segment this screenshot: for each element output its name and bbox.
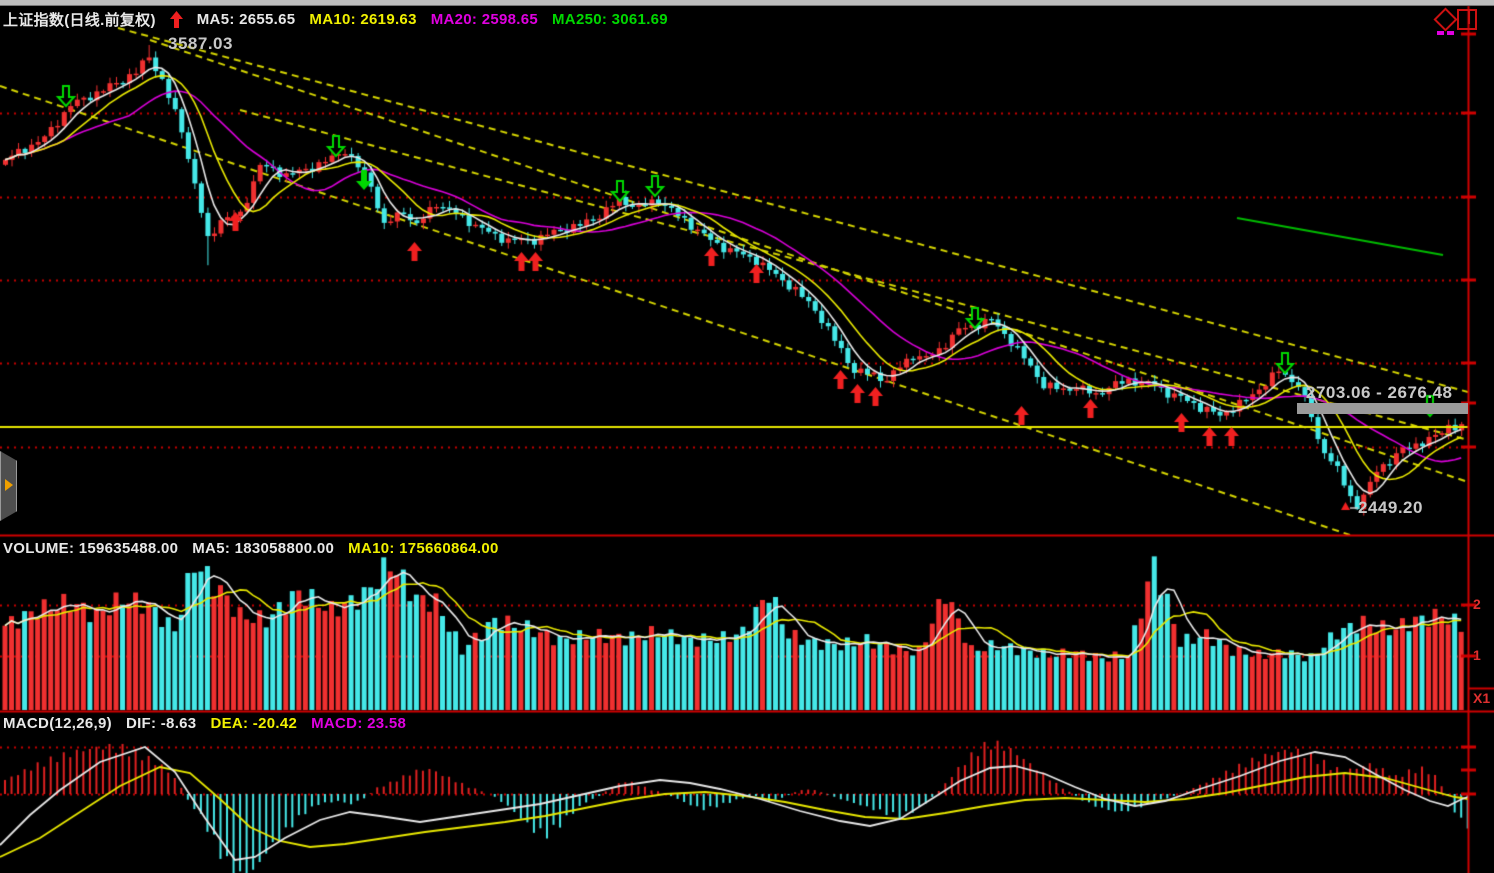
ma5-value: MA5: 2655.65 bbox=[196, 11, 296, 28]
volume-header: VOLUME: 159635488.00 MA5: 183058800.00 M… bbox=[3, 540, 499, 557]
low-price-label: 2449.20 bbox=[1358, 498, 1423, 517]
volume-ma10-value: MA10: 175660864.00 bbox=[348, 540, 499, 557]
ma20-value: MA20: 2598.65 bbox=[430, 11, 539, 28]
volume-axis-tick-upper: 2 bbox=[1473, 596, 1481, 612]
up-arrow-icon bbox=[169, 11, 183, 28]
sidebar-expand-tab[interactable] bbox=[0, 451, 17, 521]
top-toolbar-edge bbox=[0, 0, 1494, 6]
volume-axis-tick-lower: 1 bbox=[1473, 647, 1481, 663]
scale-x1-badge[interactable]: X1 bbox=[1473, 690, 1491, 706]
macd-header: MACD(12,26,9) DIF: -8.63 DEA: -20.42 MAC… bbox=[3, 715, 406, 732]
volume-value: VOLUME: 159635488.00 bbox=[3, 540, 179, 557]
main-chart-header: 上证指数(日线.前复权) MA5: 2655.65 MA10: 2619.63 … bbox=[3, 9, 668, 30]
range-price-label: 2703.06 - 2676.48 bbox=[1306, 383, 1453, 402]
macd-value: MACD: 23.58 bbox=[311, 715, 407, 732]
dea-value: DEA: -20.42 bbox=[210, 715, 298, 732]
magenta-marker-dash bbox=[1447, 31, 1454, 35]
high-price-label: 3587.03 bbox=[168, 34, 233, 53]
ma10-value: MA10: 2619.63 bbox=[309, 11, 417, 28]
macd-params: MACD(12,26,9) bbox=[3, 715, 112, 732]
magenta-marker-dash bbox=[1437, 31, 1444, 35]
split-window-icon[interactable] bbox=[1457, 9, 1477, 30]
dif-value: DIF: -8.63 bbox=[125, 715, 197, 732]
range-highlight-bar bbox=[1297, 403, 1468, 414]
volume-ma5-value: MA5: 183058800.00 bbox=[192, 540, 335, 557]
ma250-value: MA250: 3061.69 bbox=[552, 11, 668, 28]
symbol-title: 上证指数(日线.前复权) bbox=[3, 12, 156, 29]
expand-triangle-icon bbox=[5, 479, 13, 491]
